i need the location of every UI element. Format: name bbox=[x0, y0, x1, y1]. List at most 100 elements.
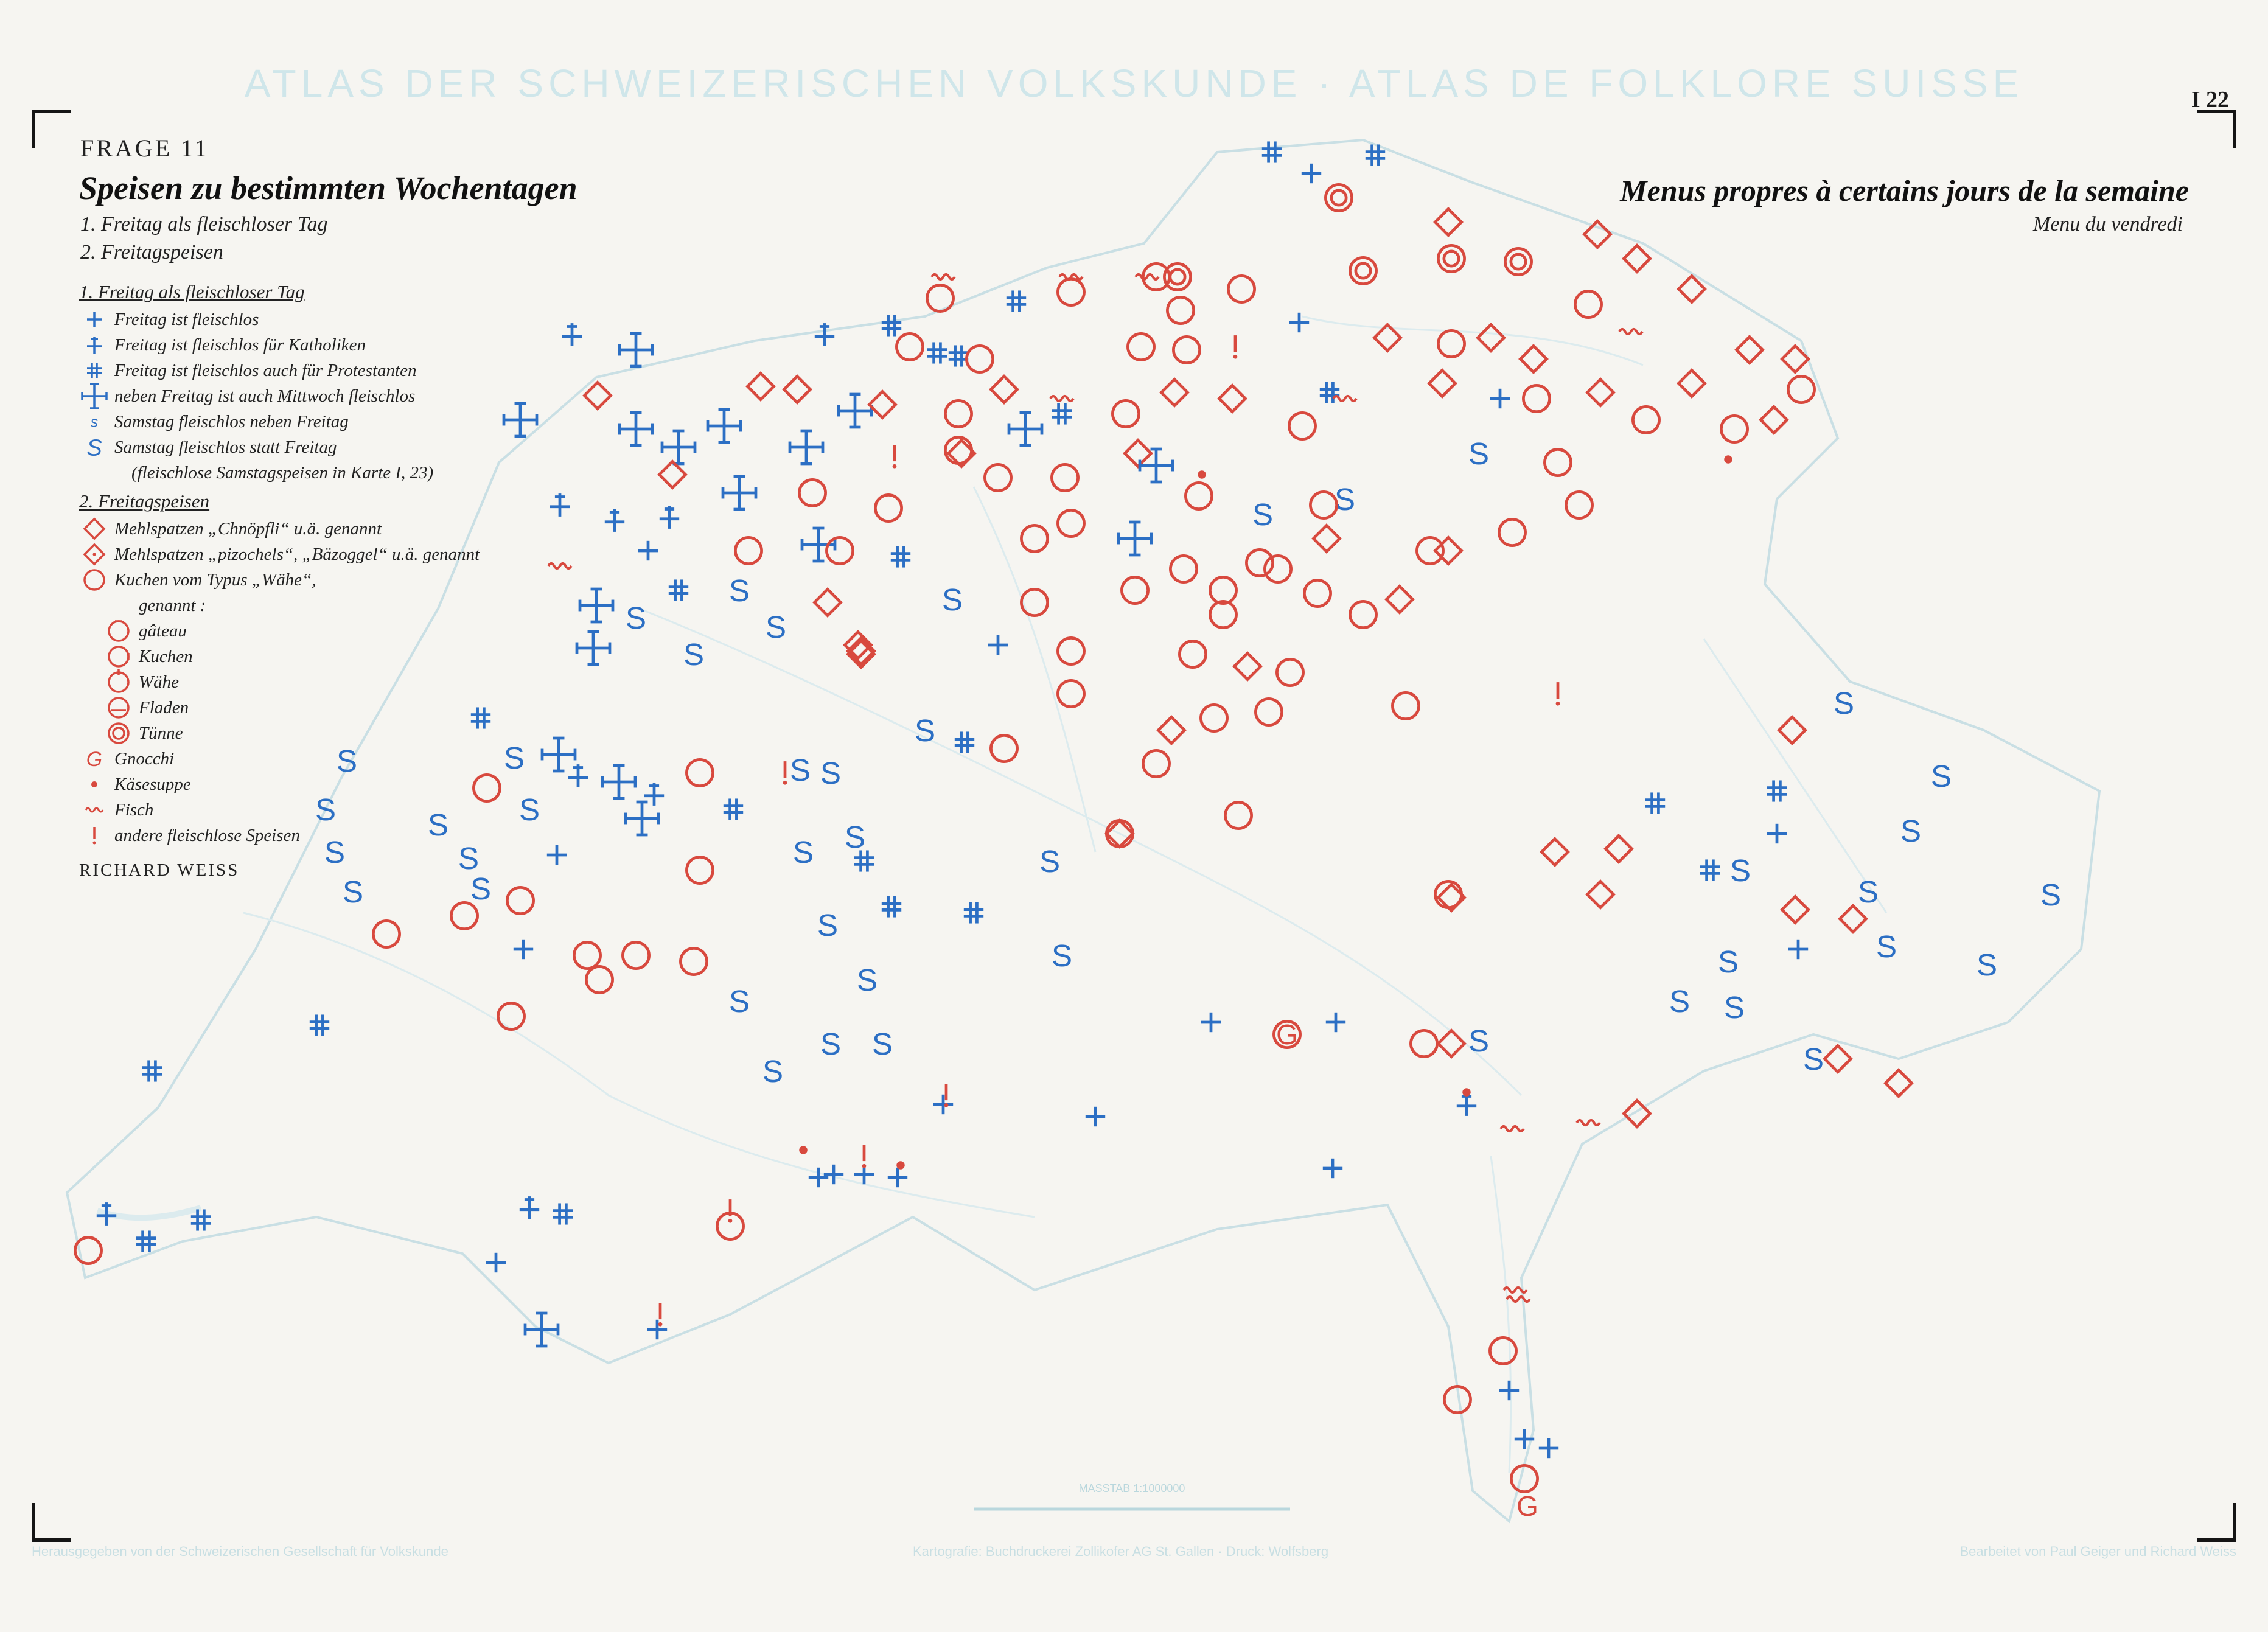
map-symbol-large-s-icon: S bbox=[1858, 874, 1879, 909]
legend-label: Freitag ist fleischlos bbox=[114, 309, 259, 329]
map-symbol-circle-icon bbox=[472, 773, 501, 803]
sheet-number: I 22 bbox=[2191, 87, 2229, 113]
legend-row-s1-3: neben Freitag ist auch Mittwoch fleischl… bbox=[79, 383, 542, 409]
map-symbol-diamond-icon bbox=[1677, 368, 1707, 399]
map-symbol-circle-icon bbox=[74, 1236, 103, 1265]
footer-editors: Bearbeitet von Paul Geiger und Richard W… bbox=[1959, 1544, 2236, 1559]
atlas-title: ATLAS DER SCHWEIZERISCHEN VOLKSKUNDE · A… bbox=[244, 61, 2024, 105]
map-symbol-circle-icon bbox=[1020, 524, 1049, 553]
map-symbol-cross-ticks-icon bbox=[624, 800, 660, 837]
svg-text:S: S bbox=[1718, 944, 1739, 979]
svg-text:S: S bbox=[337, 744, 357, 778]
map-symbol-plus-icon bbox=[1085, 1106, 1106, 1127]
hash-cross-icon bbox=[79, 358, 114, 383]
map-symbol-circle-icon bbox=[1303, 579, 1332, 608]
map-symbol-diamond-icon bbox=[1585, 879, 1616, 910]
map-symbol-plus-icon bbox=[1767, 823, 1787, 844]
map-symbol-circle-icon bbox=[1111, 399, 1140, 428]
map-symbol-exclamation-icon bbox=[728, 1199, 733, 1223]
map-symbol-large-s-icon: S bbox=[766, 610, 786, 644]
svg-text:S: S bbox=[1900, 814, 1921, 848]
map-symbol-circle-icon bbox=[621, 941, 651, 970]
legend-label: Kuchen vom Typus „Wähe“, bbox=[114, 570, 316, 590]
map-symbol-plus-icon bbox=[933, 1094, 954, 1115]
map-symbol-cross-ticks-icon bbox=[660, 429, 697, 466]
legend-spacer bbox=[79, 593, 114, 618]
svg-text:S: S bbox=[1858, 874, 1879, 909]
map-symbol-plus-bar-icon bbox=[814, 323, 835, 346]
legend-cake-types: gâteau Kuchen Wähe Fladen Tünne bbox=[79, 618, 542, 746]
map-symbol-circle-icon bbox=[874, 493, 903, 523]
exclamation-icon bbox=[79, 823, 114, 848]
svg-text:S: S bbox=[845, 820, 865, 854]
diamond-icon bbox=[79, 516, 114, 542]
svg-text:S: S bbox=[1834, 686, 1854, 720]
svg-text:S: S bbox=[1724, 990, 1745, 1025]
map-symbol-exclamation-icon bbox=[944, 1084, 949, 1107]
map-symbol-diamond-icon bbox=[1585, 377, 1616, 408]
map-symbol-circle-icon bbox=[1349, 600, 1378, 629]
map-symbol-hash-cross-icon bbox=[1261, 141, 1282, 163]
map-symbol-circle-icon bbox=[1020, 588, 1049, 617]
map-symbol-double-circle-icon bbox=[1504, 247, 1533, 276]
map-symbol-circle-icon bbox=[1199, 703, 1229, 733]
map-symbol-hash-cross-icon bbox=[1645, 792, 1666, 814]
map-symbol-circle-icon bbox=[716, 1212, 745, 1241]
map-symbol-wave-icon bbox=[1049, 394, 1075, 403]
map-symbol-plus-icon bbox=[1499, 1380, 1520, 1401]
svg-text:S: S bbox=[683, 637, 704, 672]
legend-label: Kuchen bbox=[139, 646, 193, 666]
map-symbol-diamond-icon bbox=[1823, 1044, 1853, 1074]
map-symbol-wave-icon bbox=[1575, 1118, 1601, 1127]
map-symbol-cross-ticks-icon bbox=[502, 402, 539, 438]
map-symbol-cross-ticks-icon bbox=[1117, 520, 1153, 557]
svg-text:S: S bbox=[857, 963, 878, 997]
map-symbol-cross-ticks-icon bbox=[721, 475, 758, 511]
map-symbol-hash-cross-icon bbox=[142, 1060, 162, 1082]
map-symbol-large-s-icon: S bbox=[1900, 814, 1921, 848]
map-symbol-hash-cross-icon bbox=[1767, 780, 1787, 802]
map-symbol-circle-icon bbox=[1275, 658, 1305, 687]
map-symbol-diamond-icon bbox=[1622, 1098, 1652, 1129]
map-symbol-wave-icon bbox=[1506, 1295, 1531, 1303]
svg-text:S: S bbox=[729, 984, 750, 1019]
map-symbol-large-s-icon: S bbox=[820, 1027, 841, 1061]
map-symbol-diamond-icon bbox=[1540, 837, 1570, 867]
map-symbol-exclamation-icon bbox=[862, 1145, 867, 1168]
map-symbol-plus-icon bbox=[486, 1252, 506, 1273]
map-symbol-large-s-icon: S bbox=[857, 963, 878, 997]
map-symbol-cross-ticks-icon bbox=[523, 1311, 560, 1348]
svg-text:G: G bbox=[86, 748, 102, 771]
map-symbol-hash-cross-icon bbox=[963, 902, 984, 924]
subtitle-1: 1. Freitag als fleischloser Tag bbox=[80, 213, 328, 235]
map-symbol-circle-icon bbox=[1178, 640, 1207, 669]
svg-text:S: S bbox=[729, 573, 750, 608]
svg-text:S: S bbox=[820, 1027, 841, 1061]
legend-label: Fisch bbox=[114, 800, 154, 820]
map-symbol-diamond-icon bbox=[946, 438, 977, 469]
legend-row-other-3: andere fleischlose Speisen bbox=[79, 823, 542, 848]
map-symbol-circle-icon bbox=[1288, 411, 1317, 441]
double-circle-icon bbox=[103, 720, 139, 746]
map-symbol-large-s-icon: S bbox=[1724, 990, 1745, 1025]
map-symbol-large-s-icon: S bbox=[1834, 686, 1854, 720]
svg-text:S: S bbox=[626, 601, 646, 635]
map-symbol-diamond-icon bbox=[1838, 904, 1868, 934]
map-symbol-large-s-icon: S bbox=[683, 637, 704, 672]
legend-row-s1-5: S Samstag fleischlos statt Freitag bbox=[79, 434, 542, 460]
dot-icon bbox=[79, 772, 114, 797]
map-symbol-double-circle-icon bbox=[1349, 256, 1378, 285]
map-symbol-hash-cross-icon bbox=[854, 850, 874, 872]
map-symbol-hash-cross-icon bbox=[309, 1014, 330, 1036]
map-symbol-circle-icon bbox=[1415, 536, 1445, 565]
legend-label: Gnocchi bbox=[114, 748, 175, 769]
legend-row-cake-4: Tünne bbox=[79, 720, 542, 746]
map-symbol-circle-icon bbox=[1209, 600, 1238, 629]
map-symbol-circle-icon bbox=[1056, 636, 1086, 666]
map-symbol-diamond-icon bbox=[1384, 584, 1415, 615]
map-symbol-hash-cross-icon bbox=[927, 342, 947, 364]
map-symbol-plus-bar-icon bbox=[519, 1196, 540, 1219]
map-symbol-plus-icon bbox=[988, 635, 1008, 655]
legend-label: neben Freitag ist auch Mittwoch fleischl… bbox=[114, 386, 416, 406]
